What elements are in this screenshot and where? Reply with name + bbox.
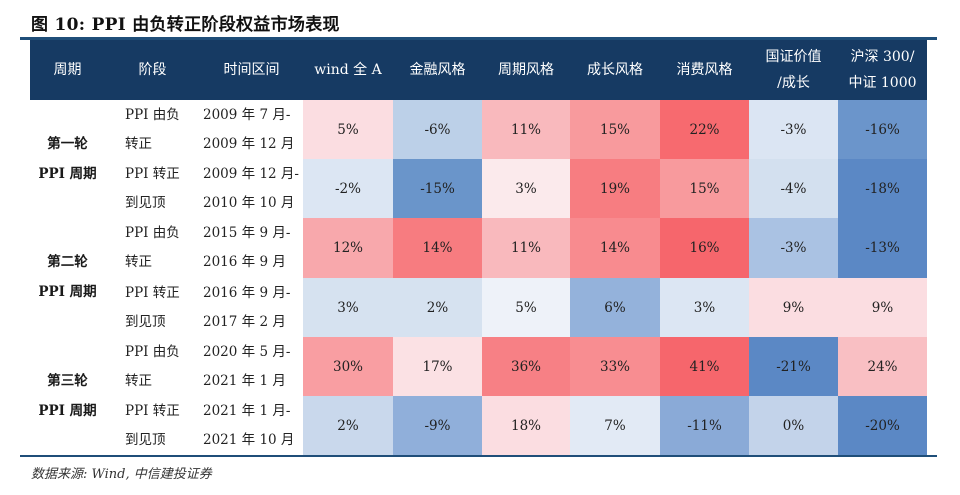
stage-line2: 到见顶	[125, 432, 166, 448]
cycle-label-2: 第二轮 PPI 周期	[30, 218, 105, 336]
heatmap-cell: -11%	[660, 396, 749, 455]
source-note: 数据来源: Wind, 中信建投证券	[31, 467, 212, 482]
time-range-start: 2009 年 12 月-	[203, 166, 299, 182]
time-range-end: 2021 年 1 月	[203, 373, 286, 389]
time-range-start: 2015 年 9 月-	[203, 225, 291, 241]
heatmap-cell: -3%	[749, 218, 838, 278]
heatmap-cell: 9%	[838, 278, 927, 337]
heatmap-cell: 11%	[482, 218, 570, 278]
heatmap-cell: -13%	[838, 218, 927, 278]
heatmap-cell: 5%	[303, 100, 393, 159]
time-range-start: 2009 年 7 月-	[203, 107, 291, 123]
heatmap-cell: 12%	[303, 218, 393, 278]
header-consumer-style: 消费风格	[676, 62, 733, 78]
heatmap-cell: 0%	[749, 396, 838, 455]
heatmap-cell: -15%	[393, 159, 482, 218]
header-hs300-zz1000: 沪深 300/ 中证 1000	[838, 40, 927, 100]
heatmap-cell: 18%	[482, 396, 570, 455]
time-range-end: 2009 年 12 月	[203, 136, 295, 152]
heatmap-cell: 2%	[393, 278, 482, 337]
stage-line1: PPI 由负	[125, 107, 180, 123]
stage-line2: 转正	[125, 136, 152, 152]
heatmap-cell: -18%	[838, 159, 927, 218]
heatmap-cell: 6%	[570, 278, 660, 337]
stage-line2: 到见顶	[125, 314, 166, 330]
heatmap-cell: 9%	[749, 278, 838, 337]
header-financial-style: 金融风格	[409, 62, 466, 78]
heatmap-cell: 14%	[570, 218, 660, 278]
time-range-start: 2016 年 9 月-	[203, 285, 291, 301]
cycle-1-line2: PPI 周期	[38, 166, 97, 182]
header-growth-style: 成长风格	[587, 62, 643, 78]
heatmap-cell: -4%	[749, 159, 838, 218]
heatmap-cell: -2%	[303, 159, 393, 218]
top-rule	[20, 37, 937, 40]
bottom-rule	[20, 455, 937, 457]
time-range-start: 2021 年 1 月-	[203, 403, 291, 419]
heatmap-cell: 2%	[303, 396, 393, 455]
cycle-3-line1: 第三轮	[47, 372, 88, 389]
heatmap-cell: 15%	[660, 159, 749, 218]
cycle-2-line1: 第二轮	[47, 254, 88, 270]
heatmap-cell: -16%	[838, 100, 927, 159]
heatmap-cell: 30%	[303, 337, 393, 396]
cycle-1-line1: 第一轮	[47, 136, 88, 152]
header-hs300-line2: 中证 1000	[848, 75, 917, 91]
cycle-label-3: 第三轮 PPI 周期	[30, 336, 105, 455]
time-range-end: 2010 年 10 月	[203, 195, 295, 211]
stage-line1: PPI 由负	[125, 225, 180, 241]
stage-line1: PPI 由负	[125, 344, 180, 360]
heatmap-cell: -3%	[749, 100, 838, 159]
header-value-growth: 国证价值 /成长	[749, 40, 838, 100]
stage-line2: 转正	[125, 254, 152, 270]
header-cyclical-style: 周期风格	[498, 62, 554, 78]
table-header: 周期 阶段 时间区间 wind 全 A 金融风格 周期风格 成长风格 消费风格 …	[30, 40, 927, 100]
heatmap-cell: 3%	[660, 278, 749, 337]
time-range-start: 2020 年 5 月-	[203, 344, 291, 360]
heatmap-cell: 7%	[570, 396, 660, 455]
heatmap-cell: 22%	[660, 100, 749, 159]
heatmap-cell: -20%	[838, 396, 927, 455]
header-hs300-line1: 沪深 300/	[850, 49, 915, 65]
heatmap-cell: 11%	[482, 100, 570, 159]
heatmap-cell: 5%	[482, 278, 570, 337]
heatmap-cell: 16%	[660, 218, 749, 278]
header-cycle: 周期	[53, 62, 82, 78]
heatmap-cell: 15%	[570, 100, 660, 159]
heatmap-cell: 17%	[393, 337, 482, 396]
heatmap-cell: 41%	[660, 337, 749, 396]
header-value-growth-line2: /成长	[777, 75, 810, 91]
heatmap-cell: 19%	[570, 159, 660, 218]
heatmap-cell: -6%	[393, 100, 482, 159]
heatmap-cell: 36%	[482, 337, 570, 396]
stage-line2: 到见顶	[125, 195, 166, 211]
heatmap-cell: 24%	[838, 337, 927, 396]
stage-line1: PPI 转正	[125, 285, 180, 301]
header-value-growth-line1: 国证价值	[765, 49, 822, 65]
time-range-end: 2017 年 2 月	[203, 314, 286, 330]
time-range-end: 2021 年 10 月	[203, 432, 295, 448]
stage-line1: PPI 转正	[125, 166, 180, 182]
header-stage: 阶段	[138, 62, 167, 78]
table-body: 第一轮 PPI 周期 第二轮 PPI 周期 第三轮 PPI 周期 PPI 由负转…	[30, 100, 927, 455]
heatmap-cell: 14%	[393, 218, 482, 278]
cycle-3-line2: PPI 周期	[38, 402, 97, 419]
heatmap-cell: 3%	[482, 159, 570, 218]
heatmap-cell: 33%	[570, 337, 660, 396]
cycle-label-1: 第一轮 PPI 周期	[30, 100, 105, 218]
heatmap-cell: 3%	[303, 278, 393, 337]
figure-title: 图 10: PPI 由负转正阶段权益市场表现	[31, 15, 340, 35]
heatmap-cell: -9%	[393, 396, 482, 455]
header-wind-all-a: wind 全 A	[314, 62, 382, 78]
heatmap-cell: -21%	[749, 337, 838, 396]
stage-line1: PPI 转正	[125, 403, 180, 419]
cycle-2-line2: PPI 周期	[38, 284, 97, 300]
header-time-range: 时间区间	[223, 62, 280, 78]
stage-line2: 转正	[125, 373, 152, 389]
time-range-end: 2016 年 9 月	[203, 254, 286, 270]
